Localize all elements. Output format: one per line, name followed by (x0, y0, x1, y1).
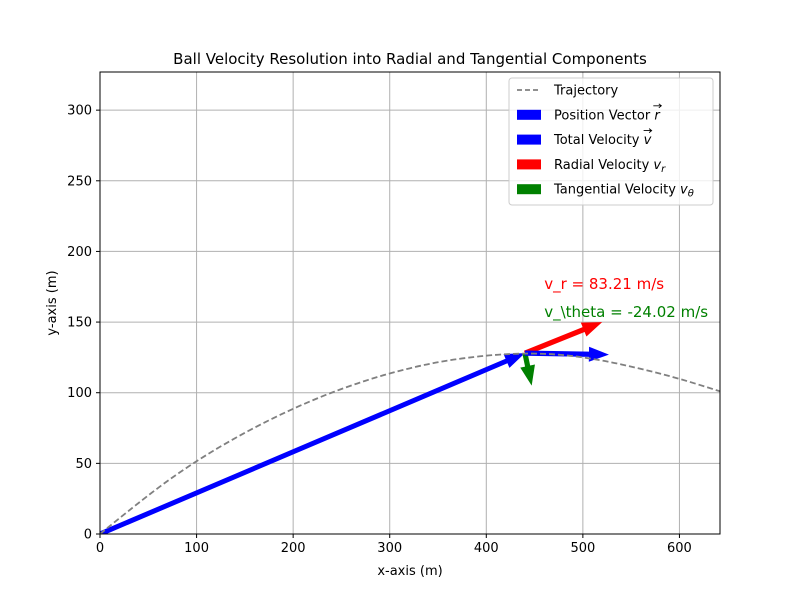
trajectory-line (100, 352, 720, 534)
position-arrow (100, 353, 525, 534)
vector-arrow-accent (643, 128, 653, 133)
legend-symbol: v (680, 183, 688, 198)
legend-patch (517, 184, 541, 195)
x-tick-label: 500 (570, 541, 595, 556)
legend-label: Tangential Velocity vθ (553, 183, 694, 200)
legend-item-trajectory: Trajectory (517, 84, 618, 99)
chart-title: Ball Velocity Resolution into Radial and… (173, 50, 647, 68)
legend-label-text: Total Velocity (553, 133, 644, 148)
annotations: v_r = 83.21 m/s v_\theta = -24.02 m/s (544, 275, 708, 322)
legend-patch (517, 134, 541, 145)
y-tick-label: 200 (67, 245, 92, 260)
y-tick-label: 100 (67, 386, 92, 401)
legend-label: Trajectory (553, 84, 618, 99)
legend-subscript: r (661, 164, 666, 175)
y-axis-label: y-axis (m) (45, 270, 60, 335)
legend-symbol: r (654, 108, 661, 123)
x-axis-label: x-axis (m) (377, 564, 442, 579)
y-tick-label: 150 (67, 316, 92, 331)
axis-ticks: 0 100 200 300 400 500 600 0 50 100 150 200 250 300 (67, 104, 692, 556)
y-tick-label: 0 (84, 528, 92, 543)
x-tick-label: 300 (377, 541, 402, 556)
radial-arrow (523, 322, 603, 356)
vector-arrow-accent (653, 103, 663, 109)
y-tick-label: 250 (67, 174, 92, 189)
legend-item-total: Total Velocity v (517, 128, 653, 148)
x-tick-label: 400 (474, 541, 499, 556)
x-tick-label: 600 (667, 541, 692, 556)
legend-symbol: v (653, 158, 661, 173)
position-vector (100, 353, 525, 534)
legend-symbol: v (644, 133, 652, 148)
legend-item-position: Position Vector r (517, 103, 663, 123)
velocity-annotation: v_\theta = -24.02 m/s (544, 303, 708, 322)
legend-item-tangential: Tangential Velocity vθ (517, 183, 694, 200)
y-tick-label: 50 (75, 457, 92, 472)
legend-patch (517, 109, 541, 120)
legend-label: Position Vector r (554, 108, 661, 123)
legend-label-text: Tangential Velocity (553, 183, 680, 198)
legend-label-text: Position Vector (554, 108, 654, 123)
legend-subscript: θ (688, 189, 694, 200)
total-arrow (524, 346, 609, 362)
legend-label-text: Radial Velocity (554, 158, 653, 173)
tangential-arrow (520, 352, 535, 386)
x-tick-label: 100 (184, 541, 209, 556)
legend-label: Radial Velocity vr (554, 158, 666, 175)
legend-label: Total Velocity v (553, 133, 652, 148)
radial-vector (523, 322, 603, 356)
x-tick-label: 200 (281, 541, 306, 556)
y-tick-label: 300 (67, 104, 92, 119)
velocity-annotation: v_r = 83.21 m/s (544, 275, 664, 294)
tangential-vector (520, 352, 535, 386)
legend-patch (517, 159, 541, 170)
data-layer (100, 322, 720, 534)
plot-frame (99, 71, 721, 535)
legend-item-radial: Radial Velocity vr (517, 158, 666, 175)
total-vector (524, 346, 609, 362)
legend-frame (508, 77, 714, 206)
x-tick-label: 0 (96, 541, 104, 556)
